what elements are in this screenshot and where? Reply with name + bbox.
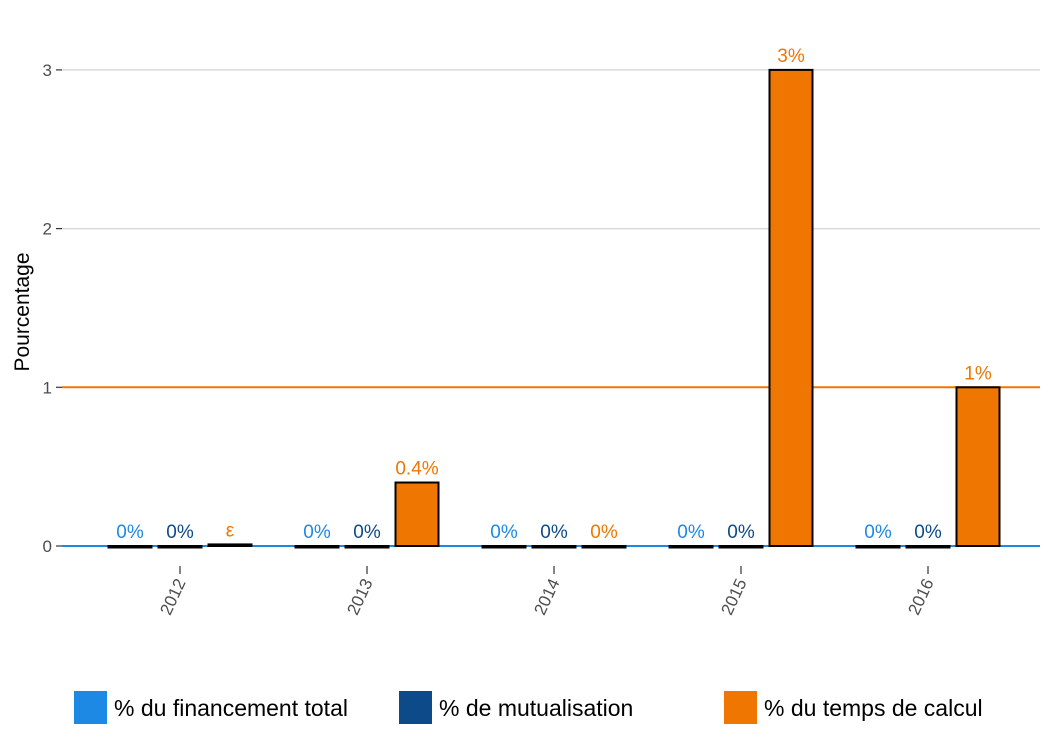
x-tick-label: 2015 <box>717 576 750 618</box>
data-label: 0% <box>864 522 892 543</box>
x-tick-label: 2012 <box>156 576 189 618</box>
y-tick-label: 3 <box>43 61 52 80</box>
bar <box>768 68 814 548</box>
bar <box>531 545 577 549</box>
bar <box>157 545 203 549</box>
bar <box>581 545 627 549</box>
data-label: 0% <box>116 522 144 543</box>
bar <box>905 545 951 549</box>
legend-label: % du temps de calcul <box>764 695 983 721</box>
legend: % du financement total % de mutualisation… <box>74 691 983 724</box>
y-axis-title: Pourcentage <box>11 252 34 371</box>
y-tick-label: 1 <box>43 378 52 397</box>
gridlines <box>62 69 1040 547</box>
data-label: 0% <box>677 522 705 543</box>
data-label: 3% <box>777 46 805 67</box>
y-tick-label: 0 <box>43 537 52 556</box>
legend-label: % de mutualisation <box>439 695 633 721</box>
bar <box>207 543 253 548</box>
bars <box>107 68 1001 549</box>
bar <box>955 386 1001 547</box>
legend-label: % du financement total <box>114 695 348 721</box>
bar <box>107 545 153 549</box>
data-label: ε <box>226 520 235 541</box>
bar <box>718 545 764 549</box>
data-label: 0% <box>303 522 331 543</box>
data-label: 0% <box>727 522 755 543</box>
bar <box>294 545 340 549</box>
bar <box>344 545 390 549</box>
legend-swatch <box>724 691 757 724</box>
bar <box>668 545 714 549</box>
x-tick-label: 2013 <box>343 576 376 618</box>
legend-swatch <box>74 691 107 724</box>
data-label: 1% <box>964 363 992 384</box>
legend-swatch <box>399 691 432 724</box>
data-labels: 0% 0% ε 0% 0% 0.4% 0% 0% 0% 0% 0% 3% 0% 0% 1% <box>116 46 992 543</box>
data-label: 0% <box>540 522 568 543</box>
data-label: 0.4% <box>395 459 438 480</box>
data-label: 0% <box>590 522 618 543</box>
y-tick-label: 2 <box>43 220 52 239</box>
bar <box>481 545 527 549</box>
x-tick-label: 2016 <box>904 576 937 618</box>
data-label: 0% <box>166 522 194 543</box>
data-label: 0% <box>490 522 518 543</box>
data-label: 0% <box>914 522 942 543</box>
data-label: 0% <box>353 522 381 543</box>
bar <box>855 545 901 549</box>
x-tick-label: 2014 <box>530 576 563 618</box>
bar <box>394 481 440 547</box>
